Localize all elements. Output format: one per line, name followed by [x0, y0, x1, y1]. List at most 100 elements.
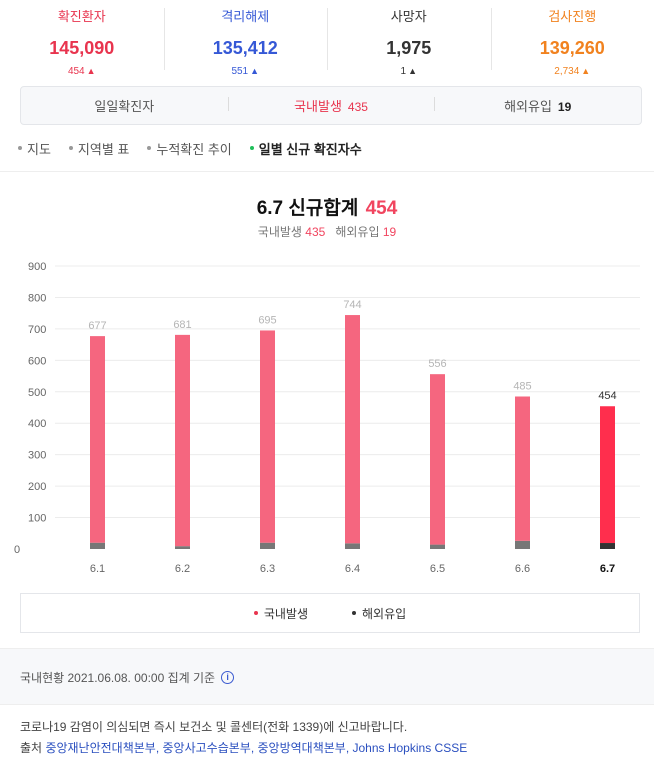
subnav-cumulative-trend[interactable]: 누적확진 추이	[147, 139, 232, 158]
data-label: 744	[343, 299, 361, 311]
up-triangle-icon: ▲	[86, 66, 96, 76]
stat-value: 139,260	[539, 38, 605, 58]
subnav-label: 일별 신규 확진자수	[258, 141, 362, 157]
stat-value: 1,975	[386, 38, 432, 58]
stat-change-value: 1	[400, 66, 407, 77]
tab-overseas[interactable]: 해외유입 19	[434, 96, 641, 115]
data-label: 677	[88, 320, 106, 332]
bullet-icon	[249, 146, 254, 150]
bar-overseas	[345, 543, 360, 549]
y-tick-label: 900	[28, 261, 46, 273]
source-prefix: 출처	[20, 741, 43, 755]
subtitle-overseas-label: 해외유입	[335, 225, 380, 239]
subnav-daily-new[interactable]: 일별 신규 확진자수	[249, 139, 362, 158]
data-label: 454	[598, 390, 616, 402]
legend-label: 국내발생	[263, 606, 308, 621]
source-line: 출처 중앙재난안전대책본부, 중앙사고수습본부, 중앙방역대책본부, Johns…	[20, 739, 467, 756]
stat-label: 검사진행	[548, 9, 597, 24]
subnav-label: 지역별 표	[77, 141, 130, 157]
stat-change: 2,734 ▲	[491, 64, 654, 78]
data-label: 681	[173, 319, 191, 331]
bar-overseas	[515, 540, 530, 549]
view-subnav: 지도 지역별 표 누적확진 추이 일별 신규 확진자수	[18, 138, 380, 158]
tab-label: 국내발생	[294, 99, 342, 114]
source-links[interactable]: 중앙재난안전대책본부, 중앙사고수습본부, 중앙방역대책본부, Johns Ho…	[45, 741, 468, 755]
subtitle-domestic-value: 435	[305, 225, 326, 239]
up-triangle-icon: ▲	[408, 66, 417, 76]
bullet-icon	[147, 146, 152, 150]
chart-title-date: 6.7	[256, 198, 284, 219]
y-tick-label: 100	[28, 513, 46, 525]
notice-text: 코로나19 감염이 의심되면 즉시 보건소 및 콜센터(전화 1339)에 신고…	[20, 720, 408, 734]
chart-title: 6.7 신규합계 454	[0, 193, 654, 220]
stat-change: 1 ▲	[327, 64, 491, 78]
chart-legend: 국내발생 해외유입	[20, 593, 640, 633]
y-tick-label: 300	[28, 450, 46, 462]
stat-value: 145,090	[49, 38, 115, 58]
stat-label: 격리해제	[221, 9, 270, 24]
chart-title-total: 454	[365, 198, 398, 219]
stat-change: 551 ▲	[164, 64, 328, 78]
stat-testing: 검사진행 139,260 2,734 ▲	[490, 0, 654, 78]
divider	[0, 171, 654, 172]
legend-item-overseas[interactable]: 해외유입	[352, 605, 406, 622]
stats-row: 확진환자 145,090 454 ▲ 격리해제 135,412 551 ▲ 사망자 …	[0, 0, 654, 78]
bar-domestic	[260, 330, 275, 543]
stat-change: 454 ▲	[0, 64, 164, 78]
bar-domestic	[345, 315, 360, 544]
y-tick-label: 800	[28, 292, 46, 304]
y-tick-label: 200	[28, 481, 46, 493]
data-label: 556	[428, 358, 446, 370]
y-tick-label: 700	[28, 324, 46, 336]
subnav-label: 지도	[27, 141, 51, 157]
subnav-map[interactable]: 지도	[18, 139, 51, 158]
bullet-icon	[68, 146, 73, 150]
subtitle-domestic-label: 국내발생	[257, 225, 302, 239]
tab-label: 일일확진자	[94, 99, 155, 114]
daily-cases-bar-chart: 0 100 200 300 400 500 600 700 800 900 677 6.1 681 6.2…	[14, 261, 640, 575]
bar-overseas	[260, 542, 275, 549]
chart-title-label: 신규합계	[288, 198, 359, 219]
y-tick-label: 500	[28, 387, 46, 399]
bar-overseas	[90, 542, 105, 549]
bar-domestic	[600, 406, 615, 544]
y-tick-label: 0	[14, 544, 20, 556]
stat-change-value: 454	[67, 66, 85, 77]
bar-overseas	[600, 543, 615, 549]
stat-value: 135,412	[212, 38, 278, 58]
bar-overseas	[430, 544, 445, 549]
bar-domestic	[430, 374, 445, 545]
data-label: 695	[258, 314, 276, 326]
up-triangle-icon: ▲	[250, 66, 260, 76]
data-label: 485	[513, 380, 531, 392]
stat-released: 격리해제 135,412 551 ▲	[163, 0, 328, 78]
stat-deaths: 사망자 1,975 1 ▲	[327, 0, 491, 78]
bar-overseas	[175, 546, 190, 549]
x-tick-label: 6.3	[260, 563, 275, 575]
x-tick-label: 6.4	[345, 563, 360, 575]
legend-label: 해외유입	[362, 606, 407, 621]
tab-value: 19	[557, 100, 572, 114]
y-tick-label: 600	[28, 355, 46, 367]
stat-confirmed: 확진환자 145,090 454 ▲	[0, 0, 164, 78]
x-tick-label: 6.7	[600, 563, 615, 575]
legend-dot-icon	[352, 611, 356, 615]
chart-subtitle: 국내발생 435 해외유입 19	[0, 223, 654, 240]
stat-change-value: 2,734	[554, 66, 580, 77]
info-icon[interactable]: i	[221, 671, 235, 684]
subnav-region-table[interactable]: 지역별 표	[68, 139, 130, 158]
tab-label: 해외유입	[504, 99, 552, 114]
bar-domestic	[515, 396, 530, 541]
up-triangle-icon: ▲	[581, 66, 591, 76]
case-type-tabs: 일일확진자 국내발생 435 해외유입 19	[20, 86, 642, 125]
stat-label: 사망자	[390, 9, 427, 24]
x-tick-label: 6.6	[515, 563, 530, 575]
bar-domestic	[90, 336, 105, 543]
status-bar: 국내현황 2021.06.08. 00:00 집계 기준 i	[0, 648, 654, 705]
tab-daily[interactable]: 일일확진자	[21, 96, 228, 115]
stat-change-value: 551	[231, 66, 249, 77]
tab-domestic[interactable]: 국내발생 435	[227, 96, 435, 115]
x-tick-label: 6.5	[430, 563, 445, 575]
x-tick-label: 6.2	[175, 563, 190, 575]
legend-item-domestic[interactable]: 국내발생	[253, 605, 308, 622]
